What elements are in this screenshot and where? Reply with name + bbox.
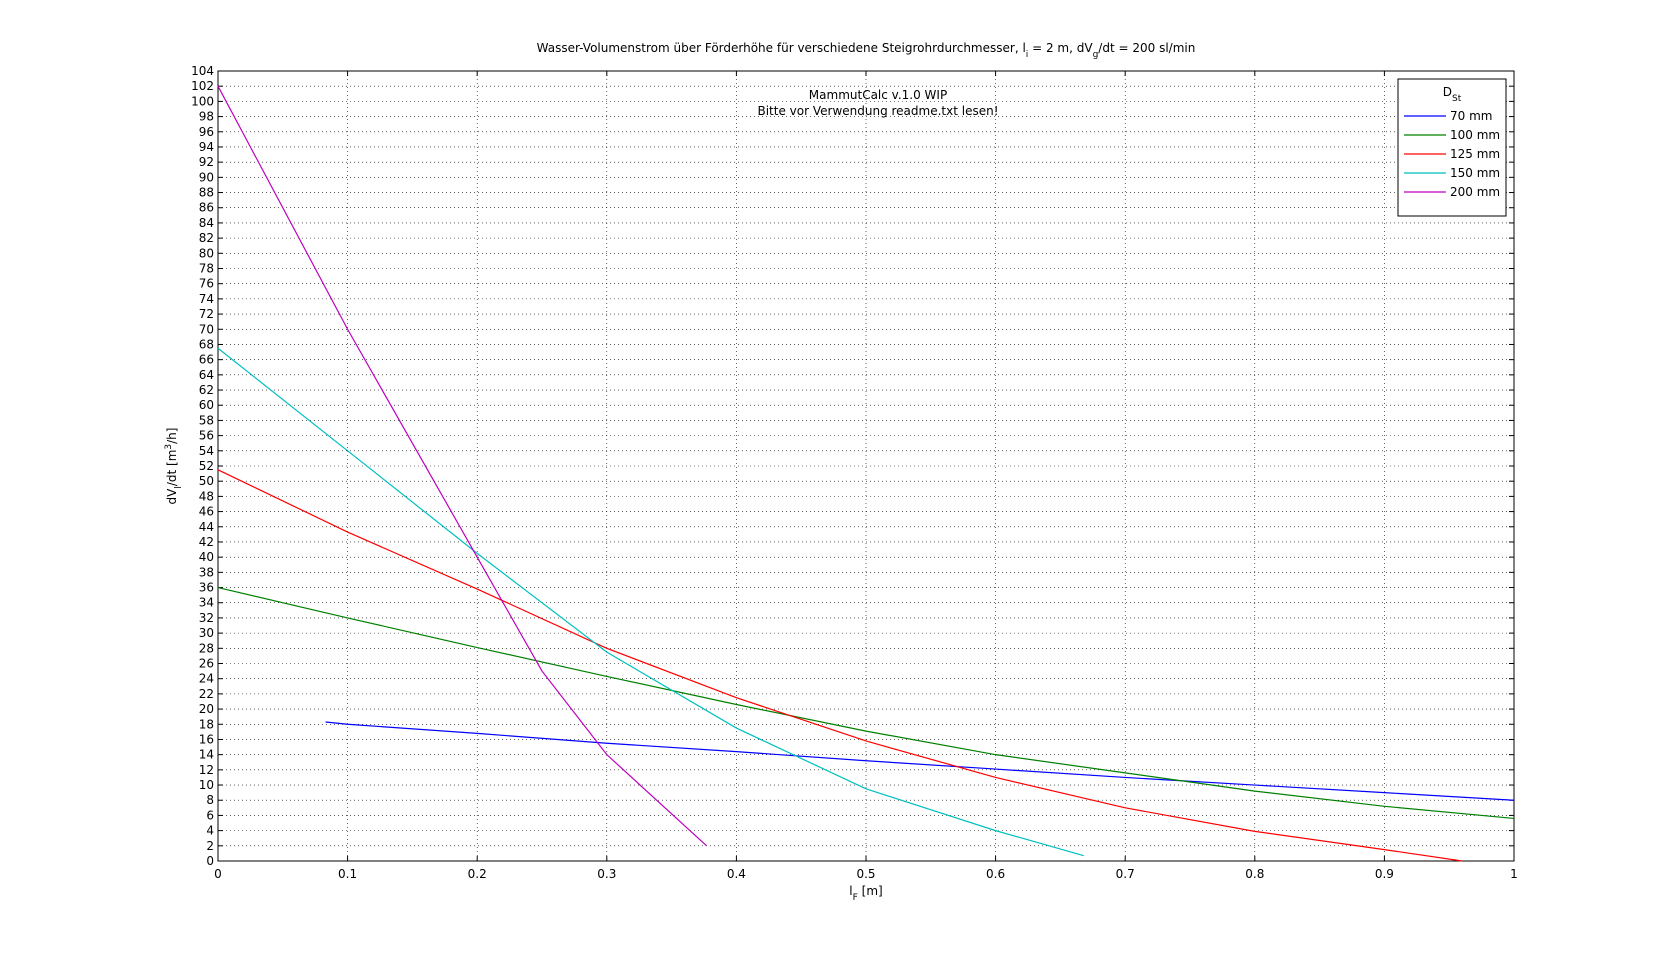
y-tick-label: 88 bbox=[199, 186, 214, 200]
y-tick-label: 32 bbox=[199, 611, 214, 625]
x-tick-label: 1 bbox=[1510, 867, 1518, 881]
y-tick-label: 28 bbox=[199, 641, 214, 655]
legend-label: 200 mm bbox=[1450, 185, 1500, 199]
y-tick-label: 78 bbox=[199, 262, 214, 276]
x-tick-label: 0 bbox=[214, 867, 222, 881]
y-tick-label: 6 bbox=[206, 808, 214, 822]
y-tick-label: 54 bbox=[199, 444, 214, 458]
chart-title-part: g bbox=[1093, 50, 1099, 60]
y-tick-label: 20 bbox=[199, 702, 214, 716]
y-axis-label-part: dV bbox=[165, 488, 179, 505]
y-tick-label: 90 bbox=[199, 170, 214, 184]
legend-title: DSt bbox=[1443, 85, 1462, 104]
y-tick-label: 30 bbox=[199, 626, 214, 640]
legend-title-part: D bbox=[1443, 85, 1452, 99]
legend-label: 100 mm bbox=[1450, 128, 1500, 142]
y-tick-label: 22 bbox=[199, 687, 214, 701]
annotation: MammutCalc v.1.0 WIP bbox=[809, 88, 947, 102]
series-line bbox=[217, 347, 1084, 857]
x-tick-label: 0.8 bbox=[1245, 867, 1264, 881]
x-tick-label: 0.2 bbox=[468, 867, 487, 881]
y-tick-label: 60 bbox=[199, 398, 214, 412]
series-line bbox=[217, 586, 1515, 820]
legend-box bbox=[1397, 78, 1507, 217]
x-tick-label: 0.1 bbox=[338, 867, 357, 881]
y-tick-label: 56 bbox=[199, 429, 214, 443]
y-tick-label: 104 bbox=[191, 64, 214, 78]
x-axis-label: lF [m] bbox=[849, 884, 882, 903]
chart-title-part: i bbox=[1026, 50, 1029, 60]
axes-box bbox=[217, 70, 1515, 862]
y-tick-label: 92 bbox=[199, 155, 214, 169]
x-axis-label-part: [m] bbox=[858, 884, 883, 898]
y-tick-label: 82 bbox=[199, 231, 214, 245]
y-tick-label: 4 bbox=[206, 824, 214, 838]
series-line bbox=[217, 469, 1463, 862]
legend-label: 125 mm bbox=[1450, 147, 1500, 161]
x-tick-label: 0.7 bbox=[1116, 867, 1135, 881]
y-tick-label: 62 bbox=[199, 383, 214, 397]
y-tick-label: 100 bbox=[191, 94, 214, 108]
y-tick-label: 70 bbox=[199, 322, 214, 336]
y-tick-label: 38 bbox=[199, 565, 214, 579]
x-tick-label: 0.5 bbox=[856, 867, 875, 881]
legend-label: 70 mm bbox=[1450, 109, 1492, 123]
x-axis-label-part: l bbox=[849, 884, 852, 898]
y-tick-label: 36 bbox=[199, 581, 214, 595]
y-tick-label: 18 bbox=[199, 717, 214, 731]
y-tick-label: 14 bbox=[199, 748, 214, 762]
chart-title: Wasser-Volumenstrom über Förderhöhe für … bbox=[537, 41, 1196, 60]
y-tick-label: 8 bbox=[206, 793, 214, 807]
y-tick-label: 72 bbox=[199, 307, 214, 321]
x-tick-label: 0.6 bbox=[986, 867, 1005, 881]
chart-title-part: = 2 m, dV bbox=[1028, 41, 1093, 55]
y-tick-label: 64 bbox=[199, 368, 214, 382]
y-tick-label: 0 bbox=[206, 854, 214, 868]
y-tick-label: 102 bbox=[191, 79, 214, 93]
y-axis-label-part: l bbox=[174, 486, 184, 489]
y-tick-label: 2 bbox=[206, 839, 214, 853]
series-line bbox=[217, 85, 707, 847]
y-axis-label: dVl/dt [m3/h] bbox=[164, 428, 184, 505]
y-tick-label: 74 bbox=[199, 292, 214, 306]
y-tick-label: 16 bbox=[199, 732, 214, 746]
y-axis-label-part: 3 bbox=[164, 444, 174, 450]
y-tick-label: 84 bbox=[199, 216, 214, 230]
x-tick-label: 0.3 bbox=[597, 867, 616, 881]
y-tick-label: 80 bbox=[199, 246, 214, 260]
y-axis-label-part: /dt [m bbox=[165, 450, 179, 487]
y-axis-label-part: /h] bbox=[165, 428, 179, 444]
legend-label: 150 mm bbox=[1450, 166, 1500, 180]
chart-title-part: Wasser-Volumenstrom über Förderhöhe für … bbox=[537, 41, 1026, 55]
y-tick-label: 10 bbox=[199, 778, 214, 792]
y-tick-label: 12 bbox=[199, 763, 214, 777]
y-tick-label: 50 bbox=[199, 474, 214, 488]
y-tick-label: 98 bbox=[199, 110, 214, 124]
y-tick-label: 48 bbox=[199, 489, 214, 503]
y-tick-label: 34 bbox=[199, 596, 214, 610]
y-tick-label: 68 bbox=[199, 337, 214, 351]
x-tick-label: 0.4 bbox=[727, 867, 746, 881]
chart-title-part: /dt = 200 sl/min bbox=[1098, 41, 1195, 55]
legend-title-part: St bbox=[1452, 94, 1462, 104]
y-tick-label: 52 bbox=[199, 459, 214, 473]
x-axis-label-part: F bbox=[853, 893, 858, 903]
series-line bbox=[325, 721, 1515, 801]
y-tick-label: 58 bbox=[199, 413, 214, 427]
x-tick-label: 0.9 bbox=[1375, 867, 1394, 881]
y-tick-label: 42 bbox=[199, 535, 214, 549]
annotation: Bitte vor Verwendung readme.txt lesen! bbox=[757, 104, 998, 118]
y-tick-label: 46 bbox=[199, 505, 214, 519]
y-tick-label: 24 bbox=[199, 672, 214, 686]
y-tick-label: 26 bbox=[199, 657, 214, 671]
y-tick-label: 66 bbox=[199, 353, 214, 367]
y-tick-label: 94 bbox=[199, 140, 214, 154]
y-tick-label: 40 bbox=[199, 550, 214, 564]
y-tick-label: 76 bbox=[199, 277, 214, 291]
y-tick-label: 96 bbox=[199, 125, 214, 139]
y-tick-label: 44 bbox=[199, 520, 214, 534]
y-tick-label: 86 bbox=[199, 201, 214, 215]
